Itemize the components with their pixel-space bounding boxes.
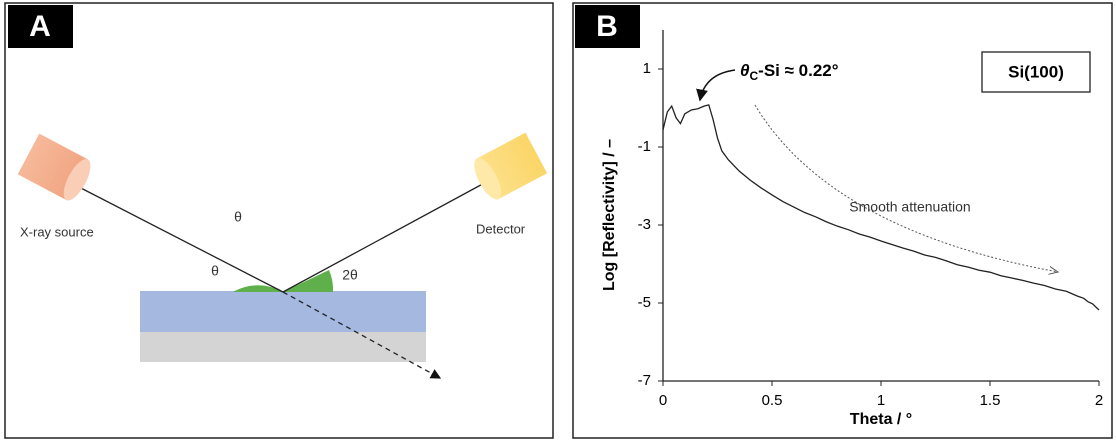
angle-label: 2θ <box>342 267 358 283</box>
angle-arc <box>233 285 283 292</box>
detector <box>474 132 548 200</box>
detector-label: Detector <box>476 221 526 236</box>
angle-arc <box>283 270 334 292</box>
reflected-beam <box>282 179 491 293</box>
substrate-base <box>140 332 426 362</box>
x-tick-label: 2 <box>1095 392 1103 409</box>
panel-label-box <box>575 5 640 48</box>
y-tick-label: -3 <box>638 216 651 233</box>
annotation-part: C <box>749 69 758 83</box>
sample-box <box>981 51 1091 93</box>
source-label: X-ray source <box>20 224 94 239</box>
annotation-part: θ <box>740 61 750 80</box>
y-tick-label: -7 <box>638 372 651 389</box>
annotation-arrow <box>696 69 736 102</box>
angle-label: θ <box>234 209 242 225</box>
y-tick-label: 1 <box>643 60 651 77</box>
trend-arrow <box>754 104 1058 272</box>
y-tick-label: -5 <box>638 294 651 311</box>
xray-source <box>17 133 91 201</box>
y-axis-label: Log [Reflectivity] / – <box>601 139 618 291</box>
angle-label: θ <box>211 263 219 279</box>
reflectivity-curve <box>662 104 1100 311</box>
y-tick-label: -1 <box>638 138 651 155</box>
sample-label: Si(100) <box>1008 62 1064 81</box>
transmitted-beam <box>282 291 442 379</box>
panel-a: A X-ray source Detector θ θ 2θ <box>4 2 554 439</box>
x-tick-label: 0.5 <box>762 392 783 409</box>
x-axis-label: Theta / ° <box>850 411 912 428</box>
panel-label: A <box>29 10 51 43</box>
panel-label-box <box>8 5 73 48</box>
substrate-layer <box>140 291 426 332</box>
panel-frame <box>4 2 554 439</box>
panel-b: B Si(100) θC-Si ≈ 0.22° Smooth attenuati… <box>572 2 1113 439</box>
trend-label: Smooth attenuation <box>849 199 970 215</box>
critical-angle-note: θC-Si ≈ 0.22° <box>740 61 839 83</box>
x-tick-label: 1.5 <box>980 392 1001 409</box>
annotation-part: -Si ≈ 0.22° <box>758 61 839 80</box>
panel-label: B <box>596 10 618 43</box>
x-tick-label: 0 <box>659 392 667 409</box>
incident-beam <box>74 184 284 293</box>
x-tick-label: 1 <box>877 392 885 409</box>
